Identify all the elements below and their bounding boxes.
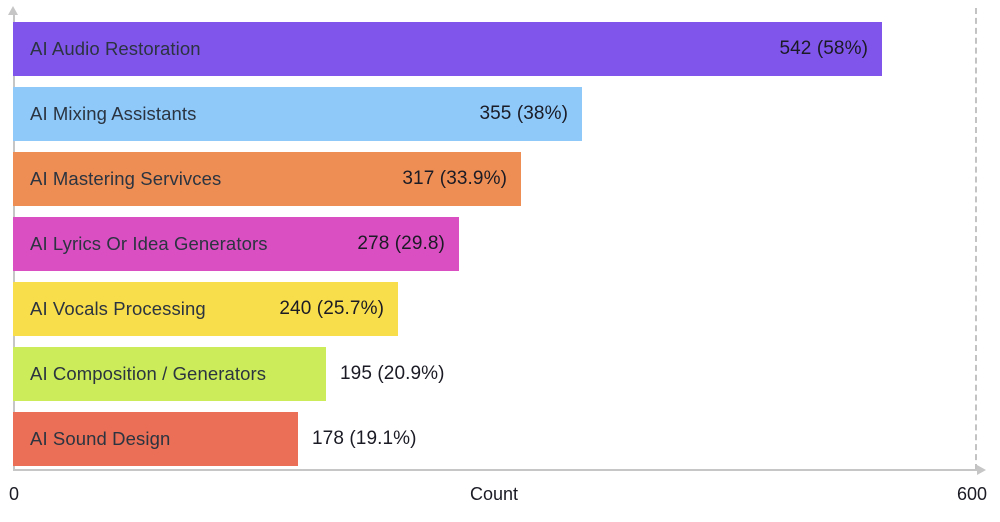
x-axis-title: Count <box>469 484 519 504</box>
bar-row[interactable]: AI Sound Design 178 (19.1%) <box>13 412 417 466</box>
x-axis-line <box>13 469 980 471</box>
bar-value-label: 278 (29.8) <box>357 233 445 254</box>
bar-row[interactable]: AI Mastering Servivces 317 (33.9%) <box>13 152 521 206</box>
bar-row[interactable]: AI Lyrics Or Idea Generators 278 (29.8) <box>13 217 459 271</box>
bar-row[interactable]: AI Audio Restoration 542 (58%) <box>13 22 882 76</box>
bar-row[interactable]: AI Composition / Generators 195 (20.9%) <box>13 347 445 401</box>
bar-category-label: AI Lyrics Or Idea Generators <box>30 233 268 254</box>
bar-category-label: AI Composition / Generators <box>30 363 267 384</box>
bar-rect[interactable]: AI Mixing Assistants 355 (38%) <box>13 87 582 141</box>
y-axis-arrow-icon <box>8 6 18 15</box>
bar-category-label: AI Mixing Assistants <box>30 103 197 124</box>
gridline-600 <box>975 8 977 470</box>
bar-rect[interactable]: AI Audio Restoration 542 (58%) <box>13 22 882 76</box>
bar-category-label: AI Vocals Processing <box>30 298 206 319</box>
bar-rect[interactable]: AI Mastering Servivces 317 (33.9%) <box>13 152 521 206</box>
x-axis-labels: 0 Count 600 <box>0 484 1000 514</box>
bar-value-label: 542 (58%) <box>779 38 868 59</box>
x-axis-arrow-icon <box>977 465 986 475</box>
x-tick-max: 600 <box>957 484 988 504</box>
bar-rect[interactable]: AI Lyrics Or Idea Generators 278 (29.8) <box>13 217 459 271</box>
bar-category-label: AI Audio Restoration <box>30 38 201 59</box>
bar-value-label: 240 (25.7%) <box>279 298 384 319</box>
bar-value-label: 178 (19.1%) <box>312 428 417 449</box>
bar-rect[interactable]: AI Sound Design <box>13 412 298 466</box>
bar-value-label: 317 (33.9%) <box>402 168 507 189</box>
bar-category-label: AI Mastering Servivces <box>30 168 222 189</box>
bar-row[interactable]: AI Vocals Processing 240 (25.7%) <box>13 282 398 336</box>
bar-value-label: 355 (38%) <box>479 103 568 124</box>
bar-row[interactable]: AI Mixing Assistants 355 (38%) <box>13 87 582 141</box>
bar-value-label: 195 (20.9%) <box>340 363 445 384</box>
bar-rect[interactable]: AI Vocals Processing 240 (25.7%) <box>13 282 398 336</box>
bar-rect[interactable]: AI Composition / Generators <box>13 347 326 401</box>
bars-container: AI Audio Restoration 542 (58%) AI Mixing A… <box>13 22 882 466</box>
bar-category-label: AI Sound Design <box>30 428 171 449</box>
x-tick-min: 0 <box>9 484 20 504</box>
